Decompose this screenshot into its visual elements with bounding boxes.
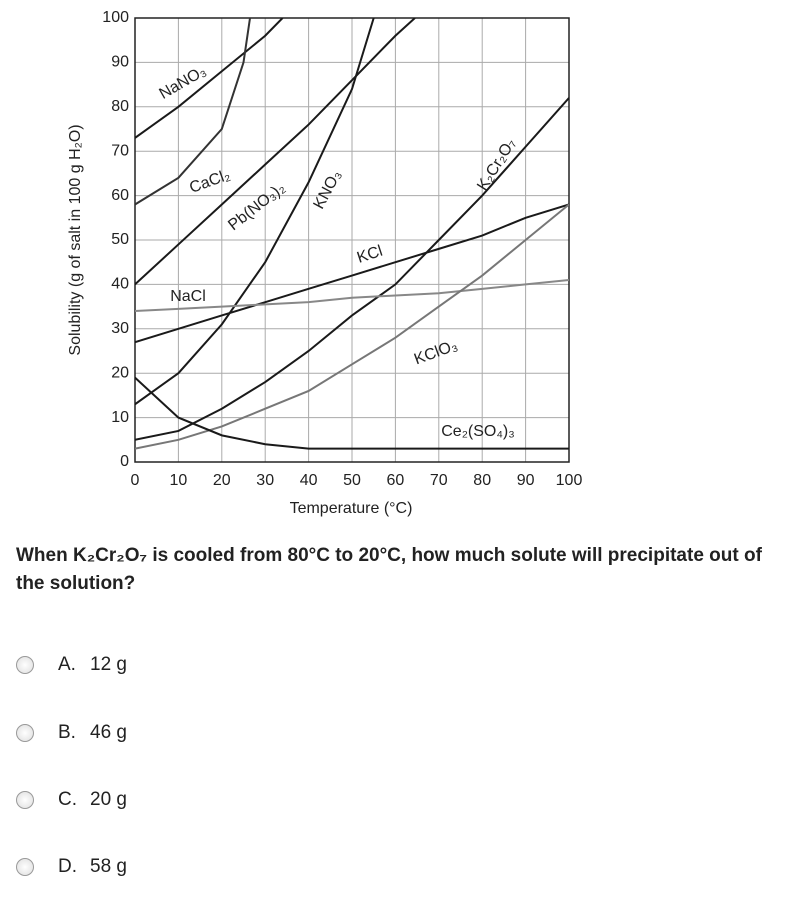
answer-option[interactable]: D. 58 g xyxy=(16,852,127,882)
y-tick-label: 80 xyxy=(111,98,129,115)
y-tick-label: 10 xyxy=(111,409,129,426)
x-tick-label: 10 xyxy=(170,472,188,489)
option-text: 58 g xyxy=(90,856,127,877)
series-label: NaNO₃ xyxy=(157,63,210,103)
series-line xyxy=(135,97,569,441)
series-line xyxy=(135,18,284,139)
answer-option[interactable]: B. 46 g xyxy=(16,718,127,748)
option-text: 46 g xyxy=(90,722,127,743)
x-tick-label: 100 xyxy=(556,472,583,489)
series-line xyxy=(135,278,569,313)
radio-button[interactable] xyxy=(16,791,34,809)
plot-border xyxy=(134,17,570,463)
y-tick-label: 60 xyxy=(111,187,129,204)
y-tick-label: 90 xyxy=(111,54,129,71)
y-tick-label: 40 xyxy=(111,276,129,293)
series-line xyxy=(135,18,375,406)
series-label: CaCl₂ xyxy=(187,167,232,197)
y-tick-label: 100 xyxy=(102,9,129,26)
radio-button[interactable] xyxy=(16,858,34,876)
x-tick-label: 30 xyxy=(256,472,274,489)
option-letter: D. xyxy=(58,856,77,877)
series-label: K₂Cr₂O₇ xyxy=(474,136,519,194)
x-tick-label: 90 xyxy=(517,472,535,489)
series-line xyxy=(135,18,416,286)
series-label: KClO₃ xyxy=(412,337,460,368)
question: When K₂Cr₂O₇ is cooled from 80°C to 20°C… xyxy=(16,545,762,594)
option-text: 20 g xyxy=(90,789,127,810)
x-tick-label: 80 xyxy=(473,472,491,489)
option-letter: B. xyxy=(58,722,76,743)
y-tick-label: 30 xyxy=(111,320,129,337)
series-line xyxy=(135,203,569,344)
x-tick-label: 40 xyxy=(300,472,318,489)
option-letter: C. xyxy=(58,789,77,810)
y-tick-label: 20 xyxy=(111,364,129,381)
y-tick-label: 0 xyxy=(120,453,129,470)
x-tick-label: 70 xyxy=(430,472,448,489)
x-axis-label: Temperature (°C) xyxy=(290,500,413,517)
series-label: NaCl xyxy=(170,288,206,305)
chart: Temperature (°C) Solubility (g of salt i… xyxy=(67,9,583,517)
answer-option[interactable]: C. 20 g xyxy=(16,785,127,815)
option-text: 12 g xyxy=(90,654,127,675)
y-tick-label: 50 xyxy=(111,231,129,248)
x-tick-label: 60 xyxy=(387,472,405,489)
series-label: Ce₂(SO₄)₃ xyxy=(441,423,514,440)
series-label: KNO₃ xyxy=(311,168,345,212)
y-tick-label: 70 xyxy=(111,142,129,159)
option-letter: A. xyxy=(58,654,76,675)
x-tick-label: 50 xyxy=(343,472,361,489)
x-tick-label: 20 xyxy=(213,472,231,489)
y-axis-label: Solubility (g of salt in 100 g H₂O) xyxy=(67,124,84,355)
series-line xyxy=(135,203,569,450)
series-label: KCl xyxy=(355,243,385,267)
answer-option[interactable]: A. 12 g xyxy=(16,650,127,680)
radio-button[interactable] xyxy=(16,724,34,742)
series-line xyxy=(135,376,569,450)
radio-button[interactable] xyxy=(16,656,34,674)
x-tick-label: 0 xyxy=(131,472,140,489)
series-line xyxy=(135,18,251,206)
series-label: Pb(NO₃)₂ xyxy=(225,179,288,234)
